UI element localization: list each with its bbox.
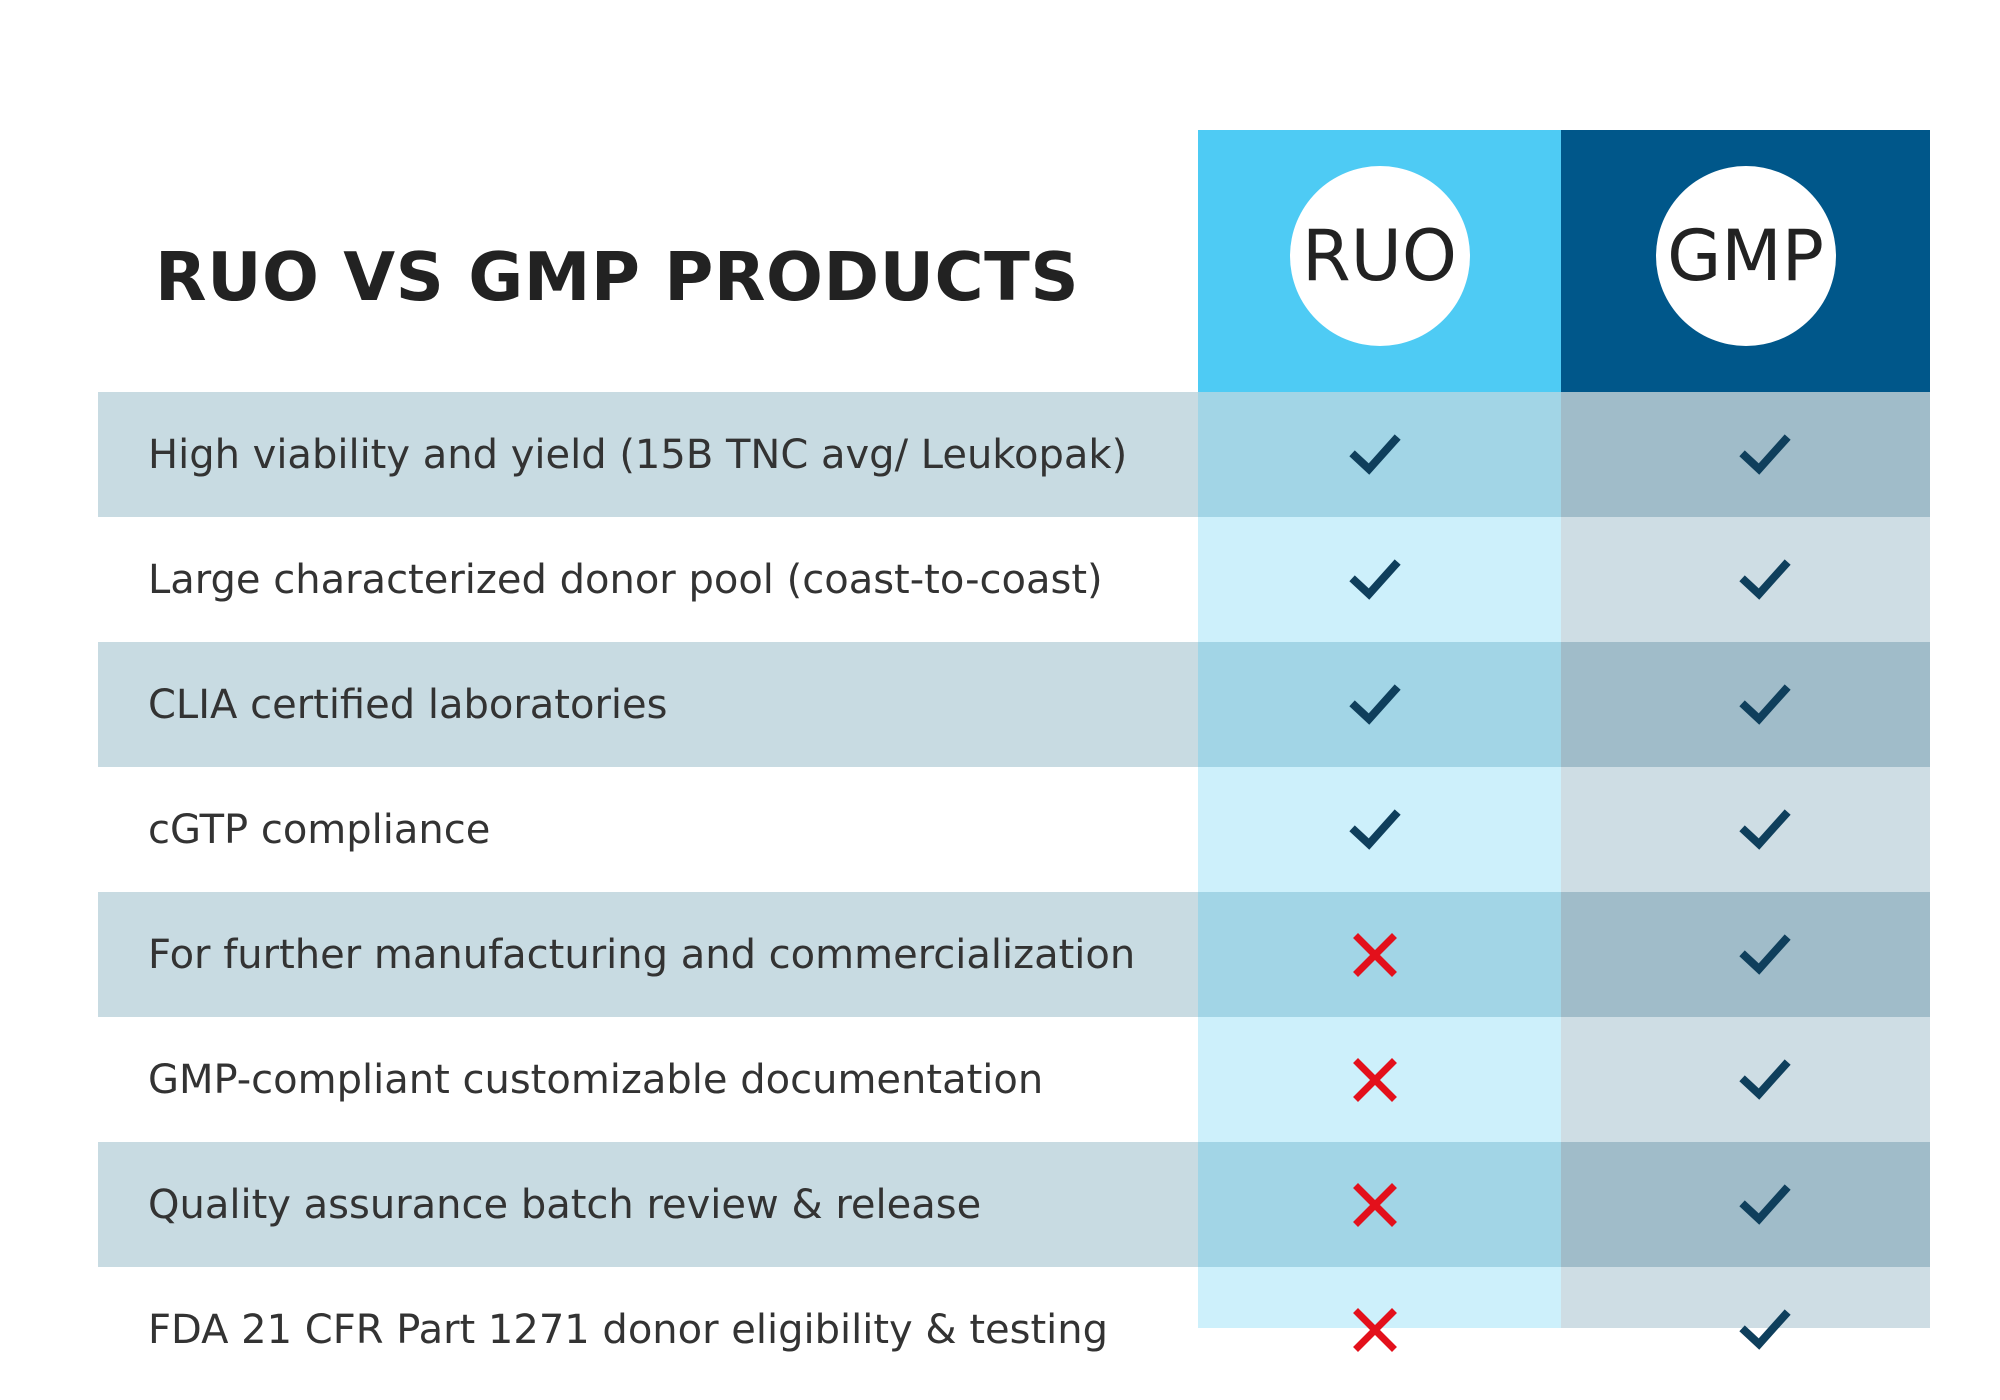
table-row: GMP-compliant customizable documentation: [0, 1017, 2000, 1142]
row-label: Quality assurance batch review & release: [148, 1181, 982, 1228]
check-icon: [1739, 1308, 1791, 1350]
check-icon: [1349, 683, 1401, 725]
table-row: cGTP compliance: [0, 767, 2000, 892]
page-title: RUO VS GMP PRODUCTS: [155, 238, 1080, 316]
gmp-badge-label: GMP: [1667, 215, 1824, 297]
cross-icon: [1353, 1182, 1397, 1227]
check-icon: [1739, 683, 1791, 725]
gmp-column-header: GMP: [1561, 130, 1930, 392]
gmp-badge: GMP: [1655, 166, 1836, 346]
check-icon: [1739, 558, 1791, 600]
table-row: CLIA certified laboratories: [0, 642, 2000, 767]
check-icon: [1739, 1058, 1791, 1100]
table-row: Quality assurance batch review & release: [0, 1142, 2000, 1267]
table-row: FDA 21 CFR Part 1271 donor eligibility &…: [0, 1267, 2000, 1392]
table-row: For further manufacturing and commercial…: [0, 892, 2000, 1017]
table-row: Large characterized donor pool (coast-to…: [0, 517, 2000, 642]
row-band-label: [98, 1142, 1198, 1267]
check-icon: [1739, 433, 1791, 475]
row-label: Large characterized donor pool (coast-to…: [148, 556, 1103, 603]
ruo-column-header: RUO: [1198, 130, 1561, 392]
cross-icon: [1353, 932, 1397, 977]
ruo-badge: RUO: [1289, 166, 1470, 346]
check-icon: [1739, 808, 1791, 850]
row-band-label: [98, 642, 1198, 767]
check-icon: [1739, 1183, 1791, 1225]
ruo-badge-label: RUO: [1302, 215, 1457, 297]
row-band-label: [98, 392, 1198, 517]
table-row: High viability and yield (15B TNC avg/ L…: [0, 392, 2000, 517]
row-label: CLIA certified laboratories: [148, 681, 668, 728]
check-icon: [1349, 433, 1401, 475]
check-icon: [1349, 558, 1401, 600]
row-band-label: [98, 892, 1198, 1017]
row-label: cGTP compliance: [148, 806, 491, 853]
cross-icon: [1353, 1307, 1397, 1352]
row-label: High viability and yield (15B TNC avg/ L…: [148, 431, 1128, 478]
cross-icon: [1353, 1057, 1397, 1102]
row-label: GMP-compliant customizable documentation: [148, 1056, 1044, 1103]
check-icon: [1739, 933, 1791, 975]
row-label: For further manufacturing and commercial…: [148, 931, 1136, 978]
row-label: FDA 21 CFR Part 1271 donor eligibility &…: [148, 1306, 1108, 1353]
check-icon: [1349, 808, 1401, 850]
